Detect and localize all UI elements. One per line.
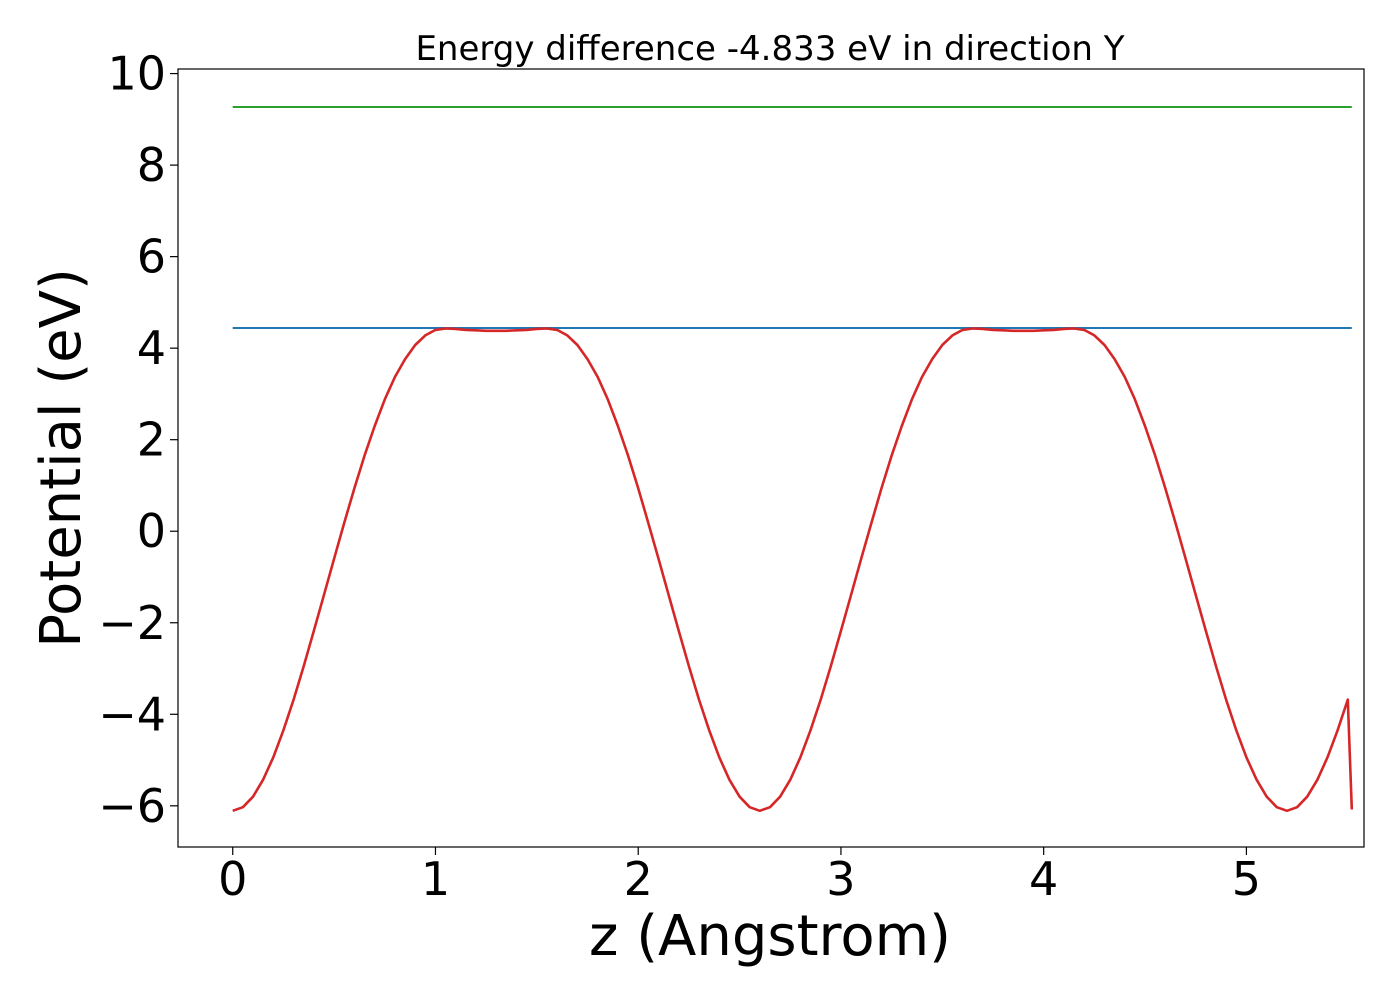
y-axis-title: Potential (eV) [29, 268, 94, 648]
y-tick-label: −4 [98, 687, 166, 741]
x-tick-label: 0 [218, 852, 247, 906]
plot-area [232, 106, 1354, 813]
y-tick-label: 8 [137, 138, 166, 192]
y-tick-label: 4 [137, 321, 166, 375]
y-tick-label: 2 [137, 413, 166, 467]
y-tick-label: 0 [137, 504, 166, 558]
chart-title: Energy difference -4.833 eV in direction… [415, 29, 1124, 69]
x-tick-label: 2 [624, 852, 653, 906]
y-tick-label: 6 [137, 230, 166, 284]
y-tick-label: −6 [98, 779, 166, 833]
x-tick-label: 1 [421, 852, 450, 906]
x-tick-label: 3 [826, 852, 855, 906]
y-axis: −6 −4 −2 0 2 4 6 8 10 [98, 47, 178, 833]
plot-frame [177, 68, 1365, 848]
series-line-3 [232, 327, 1354, 813]
x-axis: 0 1 2 3 4 5 [218, 847, 1261, 906]
x-axis-title: z (Angstrom) [589, 904, 951, 969]
x-tick-label: 4 [1029, 852, 1058, 906]
x-tick-label: 5 [1232, 852, 1261, 906]
y-tick-label: 10 [107, 47, 166, 101]
y-tick-label: −2 [98, 596, 166, 650]
